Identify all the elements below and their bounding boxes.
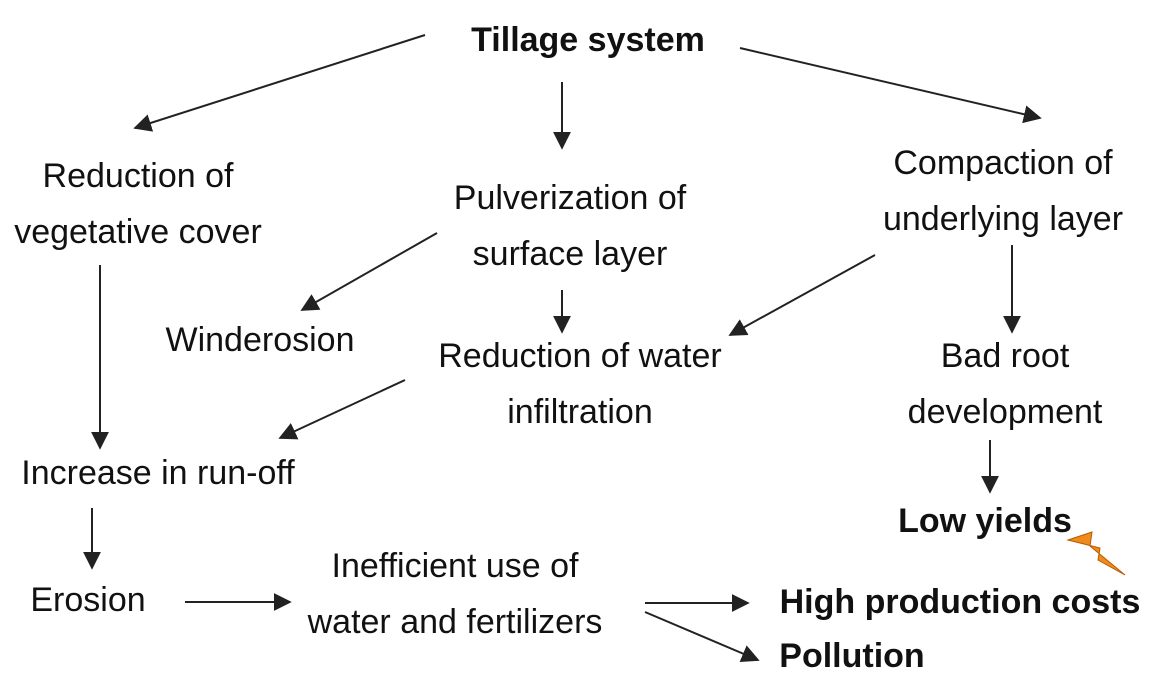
nodes: Tillage system Reduction of vegetative c… xyxy=(14,21,1140,675)
node: Reduction of xyxy=(43,157,234,195)
arrow xyxy=(728,254,876,336)
node: Bad root xyxy=(941,337,1070,375)
arrow xyxy=(739,47,1042,124)
node: Reduction of water xyxy=(438,337,722,375)
node: Pulverization of xyxy=(454,179,687,217)
node: Increase in run-off xyxy=(21,454,295,492)
node: infiltration xyxy=(507,393,653,431)
lightning-icon xyxy=(1066,531,1126,576)
arrows xyxy=(83,34,1042,662)
node: Erosion xyxy=(30,581,145,619)
node: Inefficient use of xyxy=(332,547,580,585)
node: Tillage system xyxy=(471,21,705,59)
node: High production costs xyxy=(780,583,1141,621)
arrow xyxy=(300,232,438,311)
node: water and fertilizers xyxy=(307,603,603,641)
node: Compaction of xyxy=(893,144,1113,182)
node: Winderosion xyxy=(166,321,355,359)
node: Pollution xyxy=(779,637,924,675)
arrow xyxy=(133,34,426,132)
node: surface layer xyxy=(473,235,668,273)
arrow xyxy=(278,379,406,440)
node: underlying layer xyxy=(883,200,1123,238)
node: Low yields xyxy=(898,502,1072,540)
node: vegetative cover xyxy=(14,213,262,251)
node: development xyxy=(908,393,1103,431)
arrow xyxy=(644,611,760,662)
